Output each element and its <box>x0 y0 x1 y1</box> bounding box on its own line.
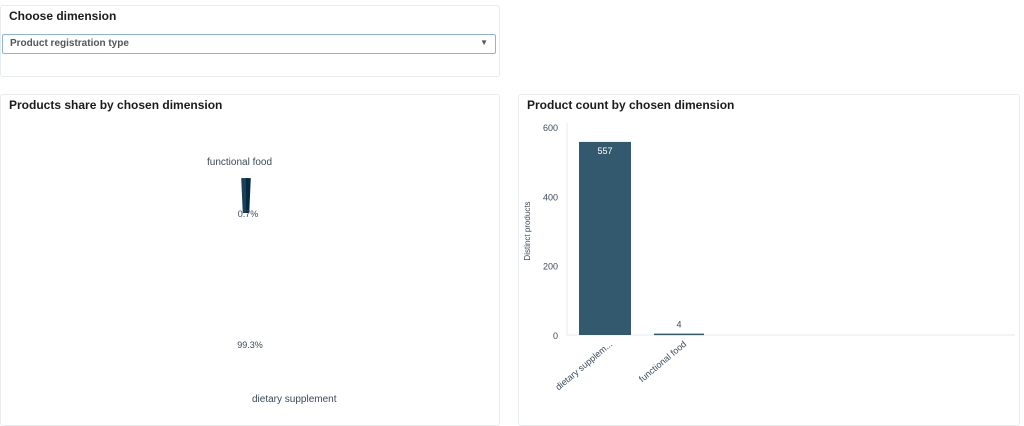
panel-title: Choose dimension <box>9 9 117 23</box>
y-tick-label: 0 <box>553 331 558 341</box>
y-axis-label: Distinct products <box>523 201 532 260</box>
slice-label: functional food <box>207 157 272 168</box>
chart-title: Product count by chosen dimension <box>527 98 735 112</box>
x-tick-label: dietary supplem... <box>553 339 614 392</box>
bar-value-label: 557 <box>597 146 612 156</box>
percent-label: 99.3% <box>237 340 263 350</box>
dimension-select[interactable]: Product registration type ▼ <box>2 34 496 54</box>
bar <box>654 333 704 336</box>
bar-value-label: 4 <box>676 320 681 330</box>
y-tick-label: 600 <box>543 123 558 133</box>
y-tick-label: 200 <box>543 262 558 272</box>
charts-svg: functional food dietary supplement 0.7% 99.… <box>207 123 1015 405</box>
share-panel: Products share by chosen dimension <box>0 94 500 426</box>
chevron-down-icon: ▼ <box>480 38 488 47</box>
chart-title: Products share by chosen dimension <box>9 98 223 112</box>
donut-slice-0 <box>246 178 251 214</box>
slice-label: dietary supplement <box>252 394 337 405</box>
x-tick-label: functional food <box>637 339 688 384</box>
dimension-panel: Choose dimension Product registration ty… <box>0 5 500 77</box>
percent-label: 0.7% <box>238 209 259 219</box>
select-value: Product registration type <box>10 38 129 49</box>
y-tick-label: 400 <box>543 192 558 202</box>
bar <box>579 141 631 335</box>
donut-slice-1 <box>241 178 246 214</box>
